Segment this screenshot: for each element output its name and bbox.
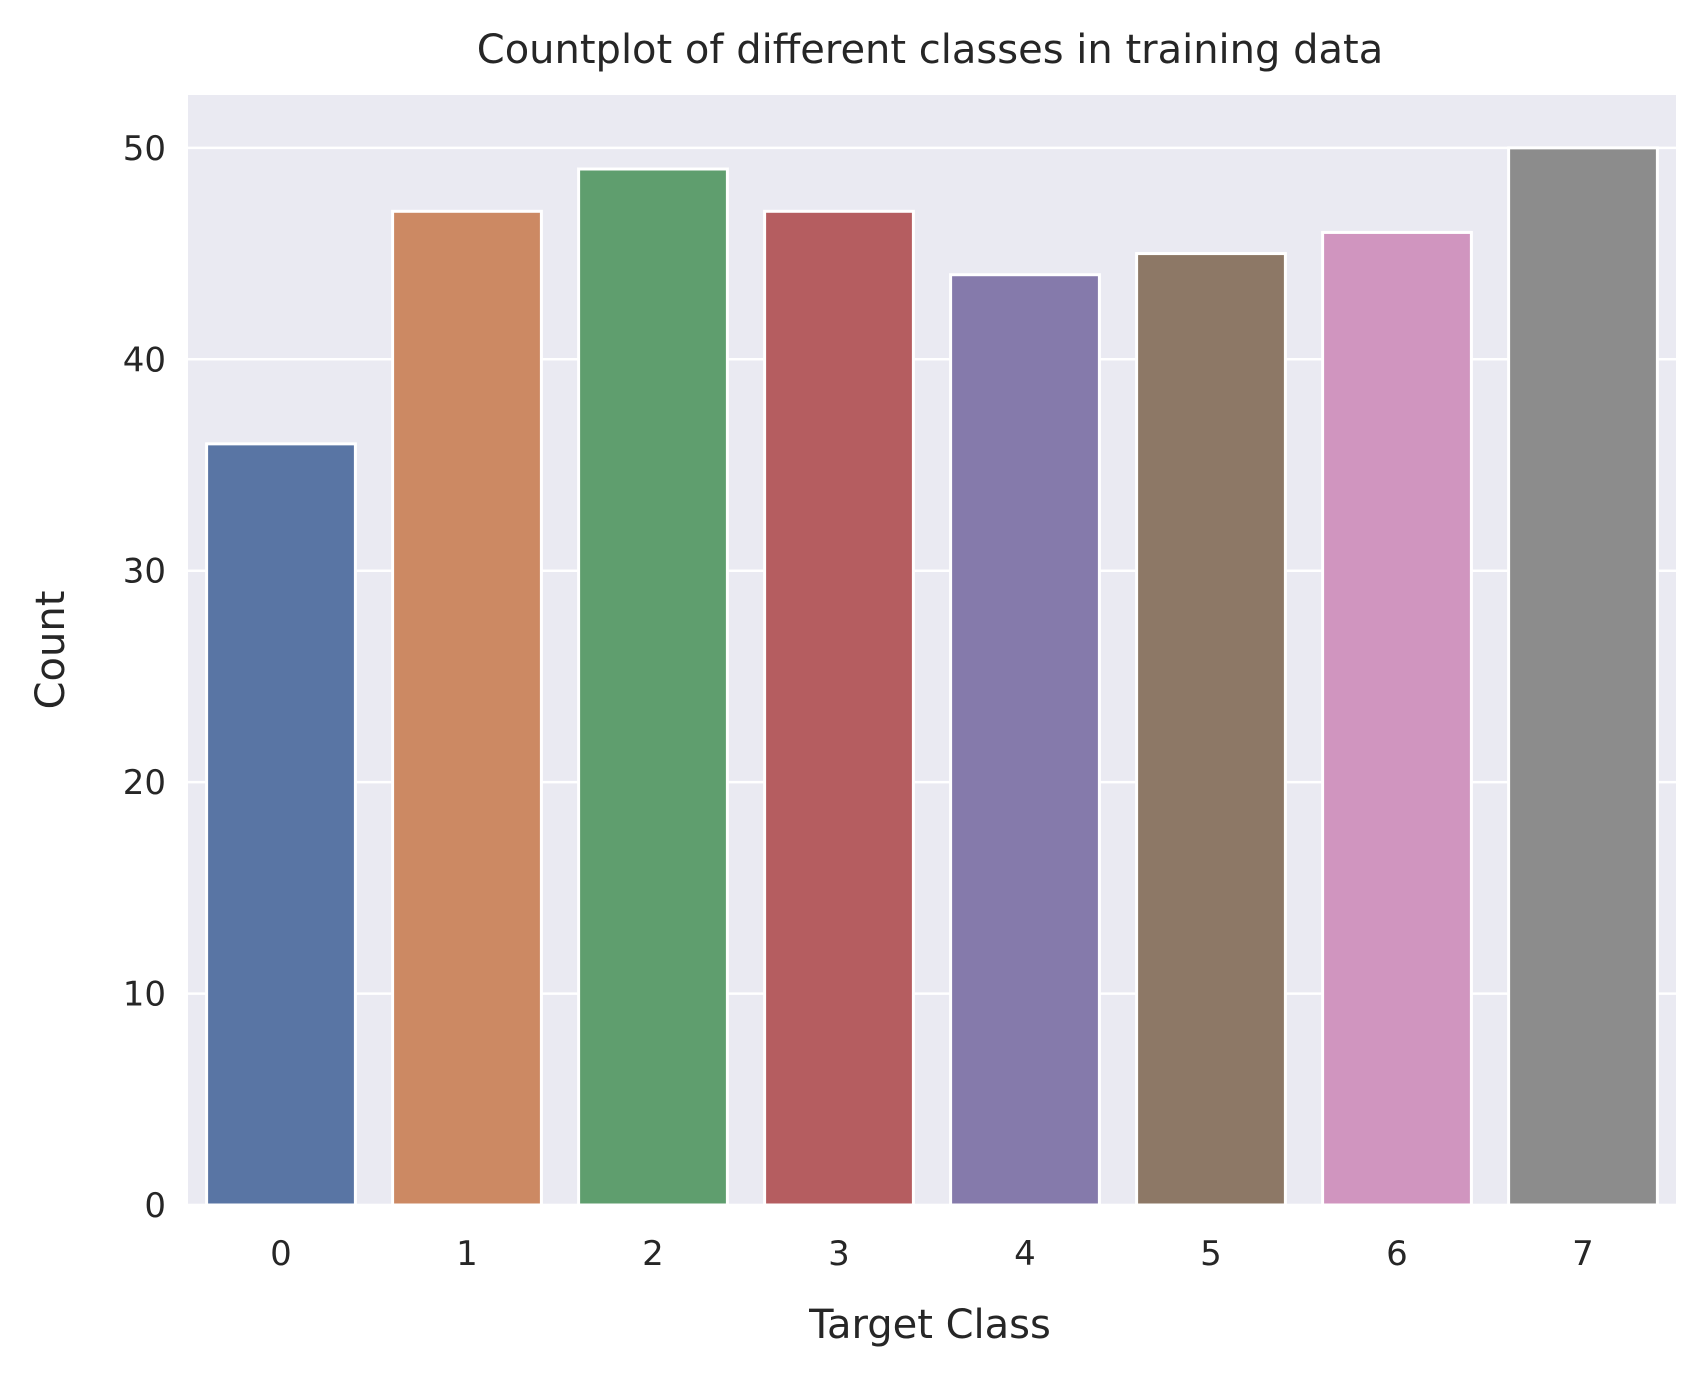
bar-class-2 <box>577 167 729 1207</box>
bar-class-5 <box>1135 252 1287 1207</box>
x-tick-label-6: 6 <box>1386 1234 1408 1274</box>
x-tick-label-0: 0 <box>270 1234 292 1274</box>
y-tick-label-20: 20 <box>123 763 166 803</box>
x-tick-label-7: 7 <box>1572 1234 1594 1274</box>
bar-class-6 <box>1321 230 1473 1207</box>
x-tick-label-1: 1 <box>456 1234 478 1274</box>
y-tick-label-50: 50 <box>123 129 166 169</box>
y-tick-label-10: 10 <box>123 975 166 1015</box>
x-axis-ticks: 0 1 2 3 4 5 6 7 <box>270 1234 1594 1274</box>
x-tick-label-5: 5 <box>1200 1234 1222 1274</box>
y-tick-label-40: 40 <box>123 340 166 380</box>
bars <box>205 146 1659 1207</box>
y-axis-ticks: 0 10 20 30 40 50 <box>123 129 166 1226</box>
y-tick-label-0: 0 <box>144 1186 166 1226</box>
bar-class-4 <box>949 273 1101 1207</box>
bar-class-1 <box>391 209 543 1207</box>
x-tick-label-2: 2 <box>642 1234 664 1274</box>
bar-class-3 <box>763 209 915 1207</box>
y-tick-label-30: 30 <box>123 552 166 592</box>
bar-class-0 <box>205 442 357 1207</box>
x-tick-label-4: 4 <box>1014 1234 1036 1274</box>
x-tick-label-3: 3 <box>828 1234 850 1274</box>
y-axis-label: Count <box>28 591 74 710</box>
x-axis-label: Target Class <box>808 1302 1051 1348</box>
chart-title: Countplot of different classes in traini… <box>477 27 1383 73</box>
bar-class-7 <box>1507 146 1659 1207</box>
